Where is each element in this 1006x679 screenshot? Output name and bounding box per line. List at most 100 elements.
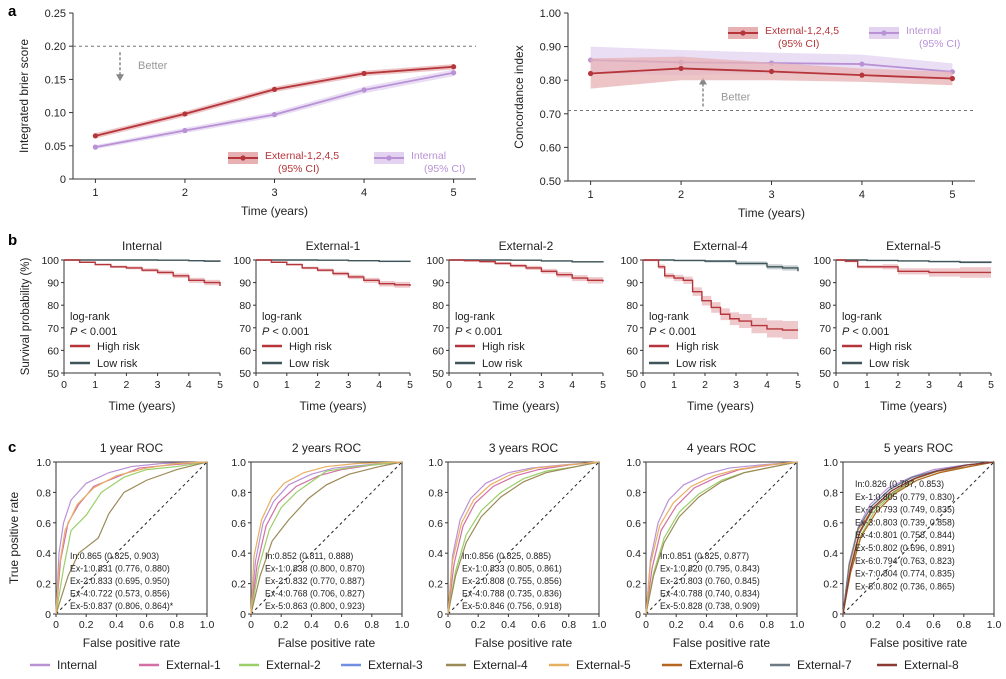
p-value-label: P < 0.001 (842, 326, 889, 338)
legend-marker (740, 30, 746, 36)
y-tick-label: 0.4 (231, 548, 246, 560)
y-axis-label: Integrated brier score (17, 39, 31, 153)
better-arrow-head (699, 77, 707, 85)
x-tick-label: 0 (840, 619, 846, 631)
roc-panel-title: 4 years ROC (687, 441, 757, 455)
roc-plot-frame (55, 461, 208, 615)
x-axis-label: Time (years) (300, 399, 367, 413)
legend-ci-label: (95% CI) (919, 38, 960, 50)
x-tick-label: 0.2 (866, 619, 881, 631)
roc-panel-3: 3 years ROC 00 0.2 0.2 0.4 0.4 0.6 0.6 0.8 0.8 1.0… (428, 441, 606, 650)
roc-legend-label: External-7 (797, 658, 852, 672)
legend-marker (881, 30, 887, 36)
x-tick-label: 5 (600, 379, 606, 391)
roc-stat-line: Ex-3:0.803 (0.739, 0.858) (855, 517, 955, 527)
roc-curve-external-4 (250, 461, 403, 615)
roc-legend-label: External-4 (473, 658, 528, 672)
roc-stat-line: In:0.826 (0.797, 0.853) (855, 479, 944, 489)
y-tick-label: 70 (47, 323, 59, 335)
roc-stat-line: Ex-2:0.832 (0.770, 0.887) (265, 576, 365, 586)
roc-stat-line: Ex-5:0.828 (0.738, 0.909) (660, 601, 760, 611)
roc-stat-line: Ex-4:0.801 (0.758, 0.844) (855, 530, 955, 540)
y-tick-label: 80 (626, 300, 638, 312)
concordance-index-chart: 0.50 0.60 0.70 0.80 0.90 1.00 1 2 3 4 5 Time (years… (512, 8, 975, 220)
x-tick-label: 0.6 (531, 619, 546, 631)
internal-data-point (859, 61, 865, 67)
x-tick-label: 0 (445, 619, 451, 631)
legend-low-risk-label: Low risk (482, 358, 523, 370)
p-value: < 0.001 (656, 326, 696, 338)
x-tick-label: 0 (53, 619, 59, 631)
p-symbol: P (70, 326, 78, 338)
x-tick-label: 0.4 (304, 619, 319, 631)
p-value: < 0.001 (77, 326, 117, 338)
y-tick-label: 1.0 (36, 457, 51, 469)
p-symbol: P (455, 326, 463, 338)
high-risk-curve (643, 259, 798, 331)
roc-legend-label: External-2 (266, 658, 321, 672)
x-tick-label: 5 (217, 379, 223, 391)
x-tick-label: 0 (833, 379, 839, 391)
roc-panel-2: 2 years ROC 00 0.2 0.2 0.4 0.4 0.6 0.6 0.8 0.8 1.0… (231, 441, 409, 650)
low-risk-curve (64, 259, 221, 262)
x-tick-label: 1 (477, 379, 483, 391)
roc-curve-external-5 (55, 461, 208, 615)
external-data-point (92, 133, 98, 139)
high-risk-curve (256, 259, 411, 286)
roc-panel-title: 3 years ROC (489, 441, 559, 455)
x-tick-label: 4 (186, 379, 192, 391)
y-tick-label: 60 (819, 345, 831, 357)
y-tick-label: 0 (45, 609, 51, 621)
y-tick-label: 80 (432, 300, 444, 312)
legend-low-risk-label: Low risk (869, 358, 910, 370)
better-label: Better (138, 60, 168, 72)
x-tick-label: 0.8 (364, 619, 379, 631)
y-tick-label: 90 (432, 278, 444, 290)
y-tick-label: 80 (47, 300, 59, 312)
y-tick-label: 50 (819, 368, 831, 380)
logrank-label: log-rank (70, 311, 110, 323)
x-tick-label: 5 (988, 379, 994, 391)
x-tick-label: 3 (155, 379, 161, 391)
km-panel-title: External-5 (886, 239, 941, 253)
logrank-label: log-rank (455, 311, 495, 323)
x-tick-label: 3 (538, 379, 544, 391)
y-tick-label: 0 (635, 609, 641, 621)
y-tick-label: 0.6 (428, 518, 443, 530)
y-tick-label: 70 (239, 323, 251, 335)
roc-legend-label: External-8 (904, 658, 959, 672)
roc-panel-5: 5 years ROC 00 0.2 0.2 0.4 0.4 0.6 0.6 0.8 0.8 1.0… (823, 441, 1001, 650)
roc-panel-title: 1 year ROC (100, 441, 164, 455)
x-tick-label: 1 (671, 379, 677, 391)
y-tick-label: 60 (239, 345, 251, 357)
x-axis-label: Time (years) (880, 399, 947, 413)
x-axis-label: False positive rate (83, 636, 181, 650)
roc-stat-line: Ex-5:0.846 (0.756, 0.918) (462, 601, 562, 611)
legend-series-name: Internal (906, 25, 941, 37)
x-tick-label: 0.2 (79, 619, 94, 631)
y-tick-label: 0.8 (231, 487, 246, 499)
x-tick-label: 5 (451, 187, 457, 199)
x-tick-label: 2 (315, 379, 321, 391)
x-axis-label: False positive rate (278, 636, 376, 650)
low-risk-curve (256, 259, 411, 263)
x-tick-label: 4 (859, 189, 865, 201)
high-risk-ci-band (836, 260, 991, 279)
roc-stat-line: In:0.852 (0.811, 0.888) (265, 551, 353, 561)
y-tick-label: 0.8 (626, 487, 641, 499)
x-tick-label: 3 (926, 379, 932, 391)
x-tick-label: 2 (678, 189, 684, 201)
legend-series-name: External-1,2,4,5 (265, 150, 339, 162)
y-tick-label: 0.2 (428, 579, 443, 591)
roc-legend: Internal External-1 External-2 External-3 Ex… (30, 658, 959, 672)
roc-stat-line: Ex-1:0.833 (0.805, 0.861) (462, 564, 562, 574)
y-tick-label: 50 (626, 368, 638, 380)
x-axis-label: False positive rate (673, 636, 771, 650)
y-tick-label: 0.2 (823, 579, 838, 591)
panel-label-c: c (8, 439, 16, 456)
x-tick-label: 0.4 (699, 619, 714, 631)
p-value-label: P < 0.001 (649, 326, 696, 338)
x-tick-label: 3 (733, 379, 739, 391)
y-tick-label: 0.6 (626, 518, 641, 530)
